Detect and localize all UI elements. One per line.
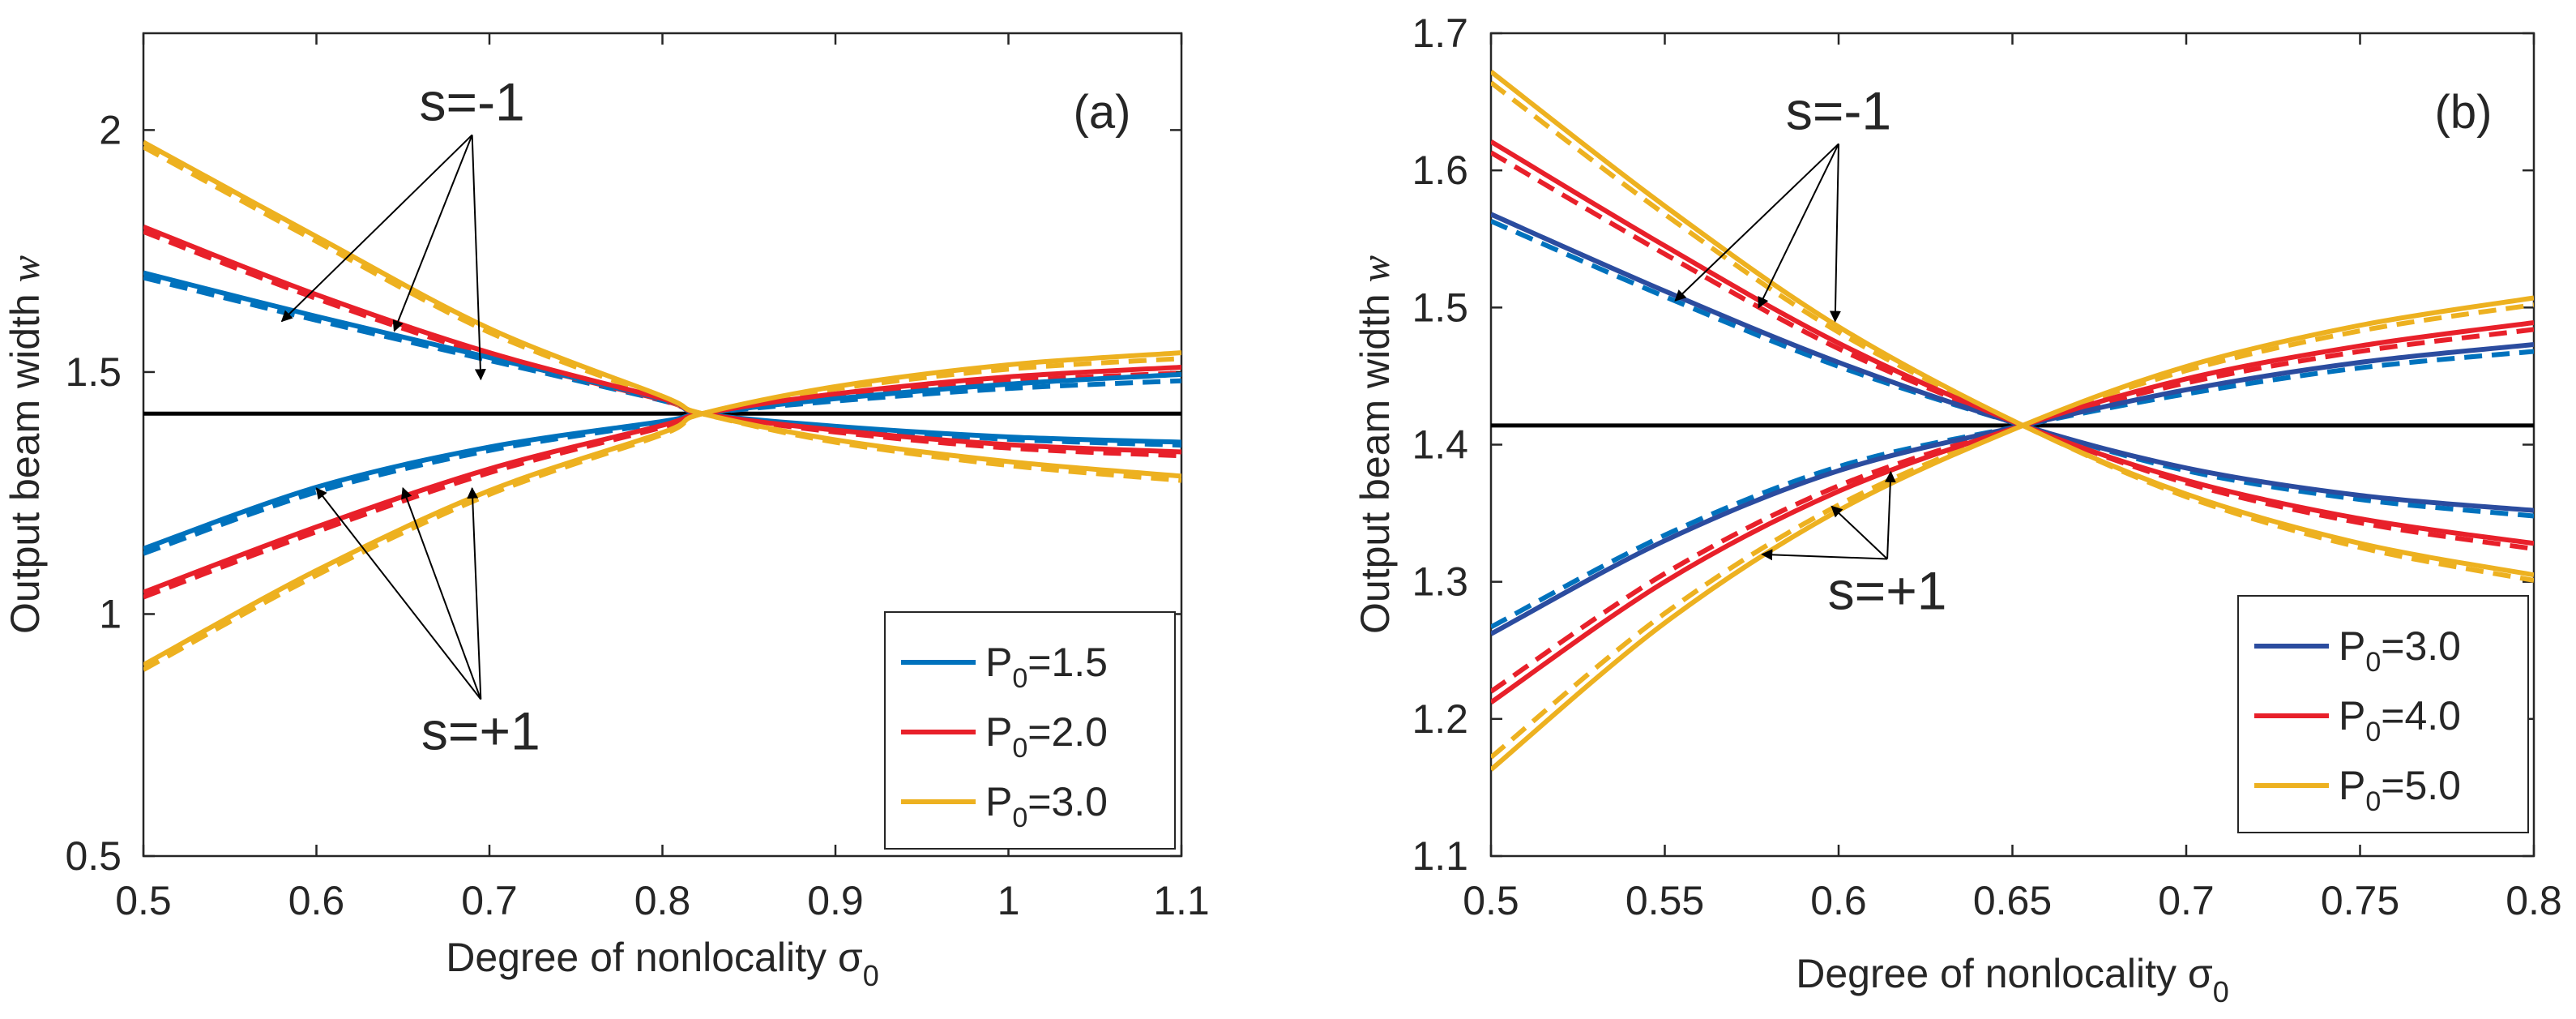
series-line-a — [143, 139, 1181, 479]
x-tick-label-b: 0.65 — [1973, 878, 2052, 923]
x-tick-label-b: 0.8 — [2506, 878, 2562, 923]
y-tick-label-b: 1.3 — [1412, 559, 1468, 605]
y-tick-label-b: 1.5 — [1412, 285, 1468, 330]
x-tick-label-b: 0.7 — [2158, 878, 2215, 923]
x-tick-label-b: 0.6 — [1810, 878, 1867, 923]
x-axis-label-b: Degree of nonlocality σ0 — [1796, 951, 2229, 1008]
annotation-arrow-b — [1674, 143, 1839, 302]
annotation-arrow-b — [1829, 143, 1841, 323]
legend-label-b: P0=4.0 — [2339, 693, 2461, 747]
x-tick-label-a: 0.7 — [461, 878, 518, 923]
series-line-a — [143, 144, 1181, 483]
y-tick-label-b: 1.4 — [1412, 422, 1468, 468]
x-tick-label-b: 0.5 — [1463, 878, 1519, 923]
x-tick-label-a: 0.8 — [634, 878, 691, 923]
x-tick-label-a: 1 — [998, 878, 1020, 923]
x-tick-label-b: 0.55 — [1625, 878, 1704, 923]
x-tick-label-a: 0.6 — [288, 878, 345, 923]
series-line-a — [143, 364, 1181, 595]
annotation-arrow-a — [280, 134, 473, 323]
x-tick-label-a: 0.9 — [807, 878, 864, 923]
legend-label-a: P0=1.5 — [985, 640, 1108, 694]
annotation-arrow-a — [471, 135, 486, 381]
legend-label-a: P0=2.0 — [985, 709, 1108, 764]
panel-a: 0.5 0.6 0.7 0.8 0.9 1 1.1 0.5 1 1.5 2 Degree of non… — [2, 32, 1210, 992]
annotation-arrow-b — [1761, 549, 1888, 561]
y-axis-label-b: Output beam width w — [1352, 255, 1398, 634]
legend-label-a: P0=3.0 — [985, 779, 1108, 833]
y-tick-label-b: 1.7 — [1412, 11, 1468, 56]
series-line-a — [143, 350, 1181, 667]
annotation-arrow-a — [467, 486, 482, 700]
legend-label-b: P0=5.0 — [2339, 763, 2461, 817]
legend-b: P0=3.0 P0=4.0 P0=5.0 — [2237, 595, 2529, 833]
panel-label-a: (a) — [1074, 86, 1131, 139]
y-axis-label-a: Output beam width w — [2, 255, 48, 634]
annotation-a: s=-1 — [420, 71, 525, 131]
annotation-arrow-b — [1884, 470, 1896, 559]
annotation-b: s=+1 — [1828, 561, 1947, 621]
y-tick-label-a: 0.5 — [65, 833, 122, 879]
panel-b: 0.5 0.55 0.6 0.65 0.7 0.75 0.8 1.1 1.2 1.3 1.4 1.5 1… — [1352, 11, 2562, 1008]
annotation-arrow-b — [1758, 143, 1839, 309]
x-tick-label-a: 0.5 — [115, 878, 172, 923]
panel-label-b: (b) — [2435, 86, 2493, 139]
x-tick-label-b: 0.75 — [2321, 878, 2399, 923]
y-tick-label-b: 1.2 — [1412, 696, 1468, 742]
data-layer-b — [1491, 69, 2534, 772]
series-line-b — [1491, 295, 2534, 772]
y-tick-label-b: 1.6 — [1412, 148, 1468, 193]
annotation-arrow-a — [392, 135, 473, 332]
annotation-arrow-b — [1831, 505, 1888, 560]
y-tick-label-a: 1 — [99, 591, 122, 636]
annotation-b: s=-1 — [1786, 80, 1891, 140]
annotation-arrow-a — [315, 487, 482, 700]
annotation-a: s=+1 — [421, 701, 540, 761]
legend-label-b: P0=3.0 — [2339, 623, 2461, 678]
series-line-b — [1491, 69, 2534, 578]
annotation-arrow-a — [401, 486, 482, 700]
y-tick-label-a: 2 — [99, 107, 122, 152]
y-tick-label-b: 1.1 — [1412, 833, 1468, 879]
y-tick-label-a: 1.5 — [65, 349, 122, 395]
x-tick-label-a: 1.1 — [1153, 878, 1210, 923]
legend-a: P0=1.5 P0=2.0 P0=3.0 — [884, 611, 1176, 850]
x-axis-label-a: Degree of nonlocality σ0 — [446, 935, 879, 992]
data-layer-a — [143, 139, 1181, 672]
